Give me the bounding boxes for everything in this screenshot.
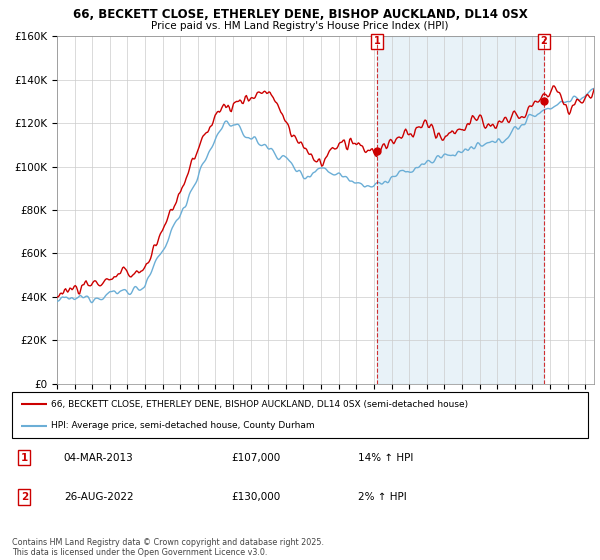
Text: £130,000: £130,000 bbox=[231, 492, 280, 502]
Text: 04-MAR-2013: 04-MAR-2013 bbox=[64, 453, 134, 463]
FancyBboxPatch shape bbox=[12, 392, 588, 438]
Text: 26-AUG-2022: 26-AUG-2022 bbox=[64, 492, 133, 502]
Text: 2: 2 bbox=[541, 36, 547, 46]
Text: 66, BECKETT CLOSE, ETHERLEY DENE, BISHOP AUCKLAND, DL14 0SX: 66, BECKETT CLOSE, ETHERLEY DENE, BISHOP… bbox=[73, 8, 527, 21]
Text: Contains HM Land Registry data © Crown copyright and database right 2025.
This d: Contains HM Land Registry data © Crown c… bbox=[12, 538, 324, 557]
Text: Price paid vs. HM Land Registry's House Price Index (HPI): Price paid vs. HM Land Registry's House … bbox=[151, 21, 449, 31]
Text: HPI: Average price, semi-detached house, County Durham: HPI: Average price, semi-detached house,… bbox=[51, 421, 315, 430]
Text: 2: 2 bbox=[20, 492, 28, 502]
Bar bbox=[377, 36, 544, 384]
Text: £107,000: £107,000 bbox=[231, 453, 280, 463]
Text: 1: 1 bbox=[374, 36, 380, 46]
Text: 66, BECKETT CLOSE, ETHERLEY DENE, BISHOP AUCKLAND, DL14 0SX (semi-detached house: 66, BECKETT CLOSE, ETHERLEY DENE, BISHOP… bbox=[51, 400, 468, 409]
Text: 14% ↑ HPI: 14% ↑ HPI bbox=[358, 453, 413, 463]
Text: 1: 1 bbox=[20, 453, 28, 463]
Text: 2% ↑ HPI: 2% ↑ HPI bbox=[358, 492, 406, 502]
